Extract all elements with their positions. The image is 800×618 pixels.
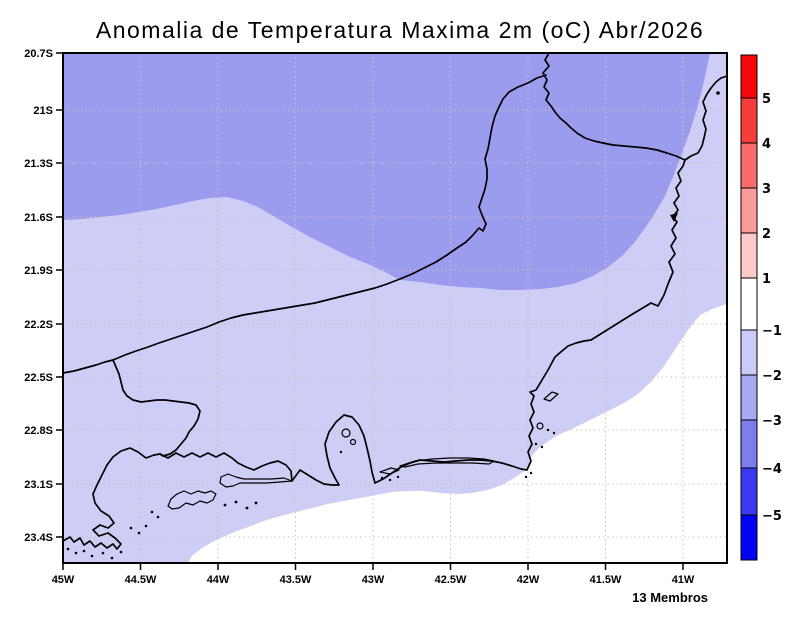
coastal-lagoons bbox=[379, 391, 559, 475]
northeast-features bbox=[670, 91, 720, 222]
state-border-lines bbox=[62, 52, 686, 457]
coastline-path bbox=[62, 75, 728, 550]
shaded-region-above-minus1 bbox=[188, 304, 727, 563]
y-axis-labels: 20.7S 21S 21.3S 21.6S 21.9S 22.2S 22.5S … bbox=[24, 48, 53, 544]
x-tick-label: 44.5W bbox=[125, 574, 157, 586]
colorbar: 5 4 3 2 1 −1 −2 −3 −4 −5 bbox=[740, 54, 782, 561]
colorbar-labels: 5 4 3 2 1 −1 −2 −3 −4 −5 bbox=[762, 92, 782, 524]
colorbar-segment bbox=[740, 232, 758, 279]
x-axis-labels: 45W 44.5W 44W 43.5W 43W 42.5W 42W 41.5W … bbox=[52, 574, 695, 586]
page-title: Anomalia de Temperatura Maxima 2m (oC) A… bbox=[96, 17, 704, 43]
y-tick-label: 22.8S bbox=[24, 425, 53, 437]
x-tick-label: 43.5W bbox=[280, 574, 312, 586]
y-tick-label: 22.5S bbox=[24, 372, 53, 384]
shaded-region-minus2-minus3 bbox=[63, 53, 710, 290]
y-tick-label: 23.1S bbox=[24, 479, 53, 491]
x-tick-label: 42W bbox=[517, 574, 540, 586]
colorbar-segment bbox=[740, 97, 758, 144]
colorbar-tick-label: −1 bbox=[762, 324, 782, 339]
colorbar-tick-label: −3 bbox=[762, 414, 782, 429]
colorbar-tick-label: 2 bbox=[762, 227, 771, 242]
colorbar-tick-label: −2 bbox=[762, 369, 782, 384]
axis-ticks bbox=[56, 52, 684, 570]
colorbar-tick-label: −5 bbox=[762, 509, 782, 524]
colorbar-tick-label: 3 bbox=[762, 182, 771, 197]
y-tick-label: 21.9S bbox=[24, 265, 53, 277]
bay-islands bbox=[339, 428, 357, 454]
ensemble-members-note: 13 Membros bbox=[632, 590, 708, 605]
colorbar-segment bbox=[740, 54, 758, 99]
colorbar-segment bbox=[740, 419, 758, 469]
cape-frio-islets bbox=[524, 422, 556, 479]
colorbar-tick-label: 4 bbox=[762, 137, 771, 152]
southwest-islets bbox=[66, 475, 400, 560]
x-tick-label: 45W bbox=[52, 574, 75, 586]
x-tick-label: 43W bbox=[362, 574, 385, 586]
y-tick-label: 23.4S bbox=[24, 532, 53, 544]
colorbar-tick-label: −4 bbox=[762, 462, 782, 477]
colorbar-segment bbox=[740, 187, 758, 234]
ilha-grande-island bbox=[167, 490, 217, 510]
colorbar-segment bbox=[740, 374, 758, 421]
x-tick-label: 42.5W bbox=[435, 574, 467, 586]
colorbar-tick-label: 5 bbox=[762, 92, 771, 107]
y-tick-label: 21.3S bbox=[24, 158, 53, 170]
colorbar-tick-label: 1 bbox=[762, 272, 771, 287]
x-tick-label: 41.5W bbox=[590, 574, 622, 586]
plot-frame bbox=[62, 52, 728, 564]
y-tick-label: 20.7S bbox=[24, 48, 53, 60]
sepetiba-bay-sandbar bbox=[219, 473, 293, 488]
colorbar-segment bbox=[740, 142, 758, 189]
x-tick-label: 41W bbox=[672, 574, 695, 586]
y-tick-label: 22.2S bbox=[24, 319, 53, 331]
colorbar-segment bbox=[740, 277, 758, 331]
colorbar-segment bbox=[740, 467, 758, 516]
colorbar-segment bbox=[740, 514, 758, 561]
x-tick-label: 44W bbox=[207, 574, 230, 586]
y-tick-label: 21S bbox=[33, 105, 53, 117]
y-tick-label: 21.6S bbox=[24, 212, 53, 224]
colorbar-segment bbox=[740, 329, 758, 376]
